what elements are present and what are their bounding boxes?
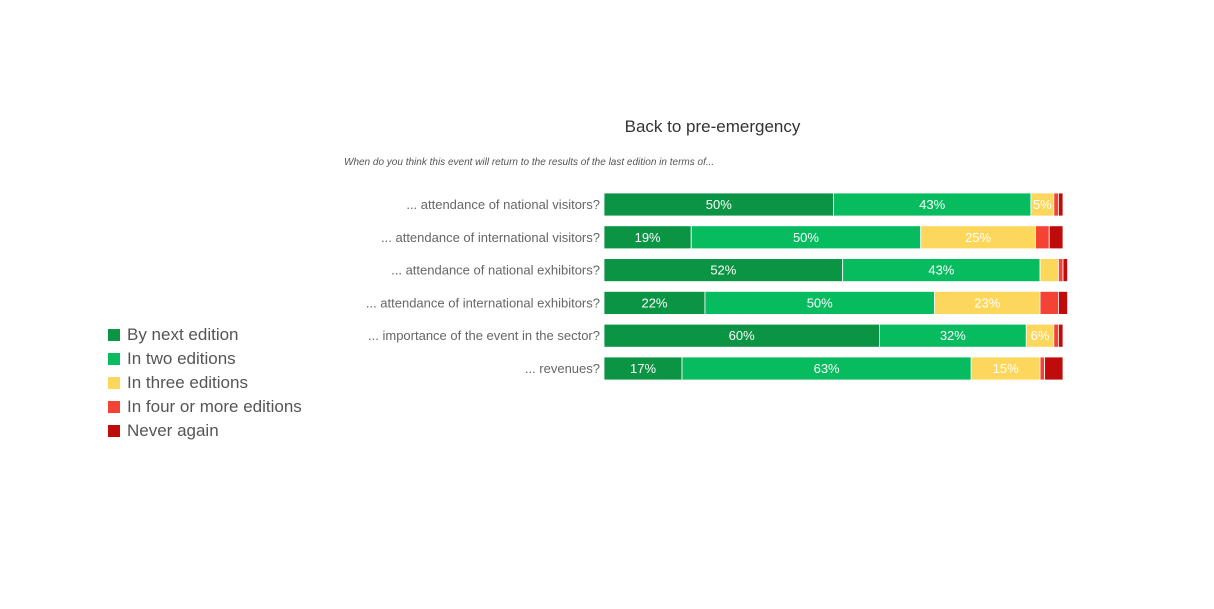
legend-label: Never again (127, 421, 219, 440)
chart-subtitle: When do you think this event will return… (344, 157, 715, 168)
legend-label: In two editions (127, 349, 236, 368)
data-label: 43% (928, 263, 954, 278)
legend-item: By next edition (108, 323, 302, 347)
legend-swatch (108, 329, 120, 341)
bar-segment (1062, 258, 1068, 283)
bar-segment (1039, 290, 1059, 315)
data-label: 6% (1031, 328, 1050, 343)
legend-label: By next edition (127, 325, 239, 344)
category-label: ... attendance of national visitors? (406, 197, 600, 212)
bar-segment (1053, 323, 1059, 348)
category-label: ... importance of the event in the secto… (368, 328, 600, 343)
legend-label: In four or more editions (127, 397, 302, 416)
category-labels: ... attendance of national visitors? ... … (366, 197, 600, 376)
bar-segment (1048, 225, 1064, 250)
legend-swatch (108, 377, 120, 389)
data-label: 5% (1033, 197, 1052, 212)
bar-segment (1058, 258, 1064, 283)
data-label: 17% (630, 361, 656, 376)
data-label: 50% (807, 295, 833, 310)
bar-segment (1058, 323, 1064, 348)
data-label: 32% (940, 328, 966, 343)
category-label: ... attendance of international exhibito… (366, 295, 600, 310)
legend-label: In three editions (127, 373, 248, 392)
category-label: ... attendance of international visitors… (381, 230, 600, 245)
bar-segment (1039, 258, 1059, 283)
legend-item: In four or more editions (108, 395, 302, 419)
data-label: 25% (965, 230, 991, 245)
bar-segment (1058, 290, 1068, 315)
legend: By next edition In two editions In three e… (108, 323, 302, 443)
bar-segment (1044, 356, 1064, 381)
bar-segment (1039, 356, 1046, 381)
data-label: 60% (729, 328, 755, 343)
data-label: 63% (814, 361, 840, 376)
category-label: ... attendance of national exhibitors? (391, 263, 600, 278)
bar-group (603, 192, 1068, 381)
bar-segment (1053, 192, 1059, 217)
legend-item: Never again (108, 419, 302, 443)
data-label: 50% (706, 197, 732, 212)
data-label: 22% (641, 295, 667, 310)
data-label: 15% (993, 361, 1019, 376)
data-label: 52% (710, 263, 736, 278)
data-label: 23% (974, 295, 1000, 310)
data-labels: 50% 43% 5% 19% 50% 25% 52% 43% 22% 50% 23% 60% 32% 6%… (630, 197, 1052, 376)
legend-item: In three editions (108, 371, 302, 395)
chart-title: Back to pre-emergency (624, 117, 801, 136)
bar-segment (1058, 192, 1064, 217)
data-label: 43% (919, 197, 945, 212)
data-label: 50% (793, 230, 819, 245)
legend-swatch (108, 401, 120, 413)
data-label: 19% (635, 230, 661, 245)
legend-swatch (108, 425, 120, 437)
category-label: ... revenues? (525, 361, 600, 376)
legend-swatch (108, 353, 120, 365)
bar-segment (1035, 225, 1050, 250)
legend-item: In two editions (108, 347, 302, 371)
